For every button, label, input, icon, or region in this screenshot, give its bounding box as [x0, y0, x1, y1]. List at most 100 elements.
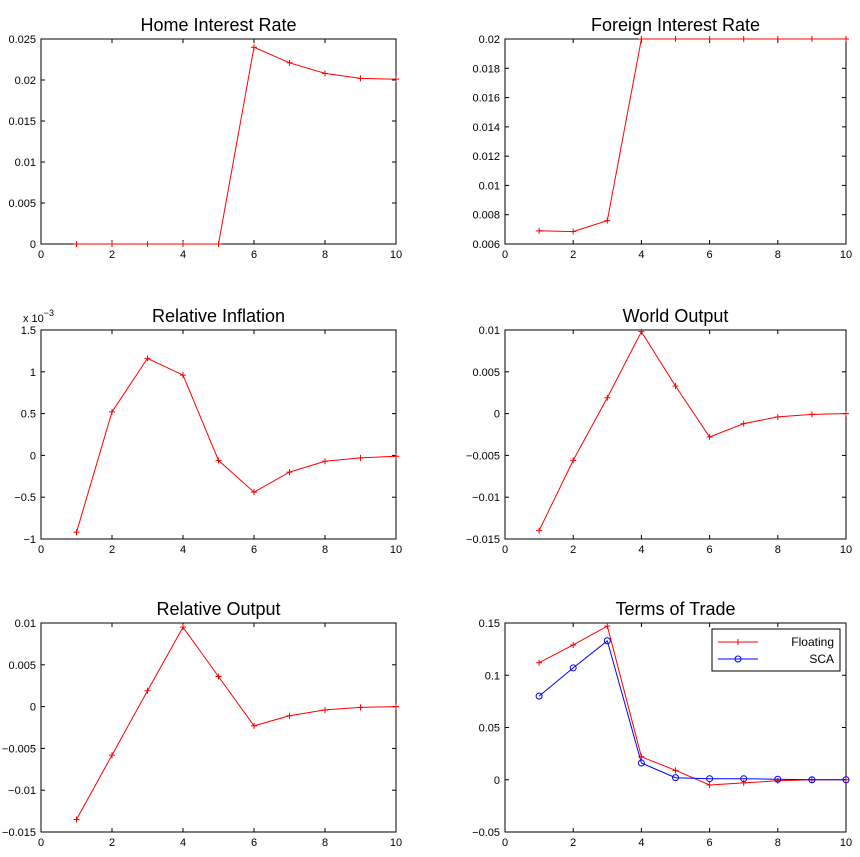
y-tick-label: 0.005 [472, 367, 500, 379]
data-point [73, 816, 80, 823]
x-tick-label: 2 [570, 837, 576, 849]
y-tick-label: −0.015 [466, 534, 500, 546]
data-point [774, 413, 781, 420]
chart-world-output: World Output 0 2 4 6 8 10 −0.015 −0.01 −0.005 0 0.0… [466, 306, 852, 556]
y-tick-label: 0.5 [21, 409, 36, 421]
y-tick-label: 0.1 [485, 670, 500, 682]
data-point [569, 664, 577, 672]
data-point [144, 355, 151, 362]
data-point [740, 36, 747, 42]
axes-frame [504, 38, 847, 245]
axes-frame [40, 622, 397, 833]
y-tick-label: −1 [23, 534, 36, 546]
data-point [774, 775, 782, 783]
y-tick-label: 0.05 [479, 723, 500, 735]
data-point [808, 36, 815, 42]
data-point [740, 420, 747, 427]
data-point [843, 410, 849, 417]
y-tick-label: 0.005 [8, 660, 36, 672]
chart-relative-output: Relative Output 0 2 4 6 8 10 −0.015 −0.01 −0.005 0… [2, 599, 402, 849]
data-point [357, 75, 364, 82]
y-tick-label: 0.015 [8, 116, 36, 128]
legend-marker [735, 639, 741, 645]
x-tick-label: 10 [390, 544, 402, 556]
y-tick-label: −0.01 [472, 492, 500, 504]
data-point [73, 529, 80, 536]
legend-label: SCA [809, 652, 834, 666]
x-tick-label: 6 [251, 249, 257, 261]
chart-title: World Output [623, 306, 729, 326]
y-tick-label: 0.008 [472, 210, 500, 222]
x-tick-label: 6 [707, 249, 713, 261]
data-point [774, 36, 781, 42]
data-point [536, 527, 543, 534]
data-point [570, 228, 577, 235]
y-tick-label: 0.15 [479, 618, 500, 630]
y-tick-label: −0.005 [2, 743, 36, 755]
chart-relative-inflation: Relative Inflation 0 2 4 6 8 10 −1 −0.5 0 0.5 1 1.5x… [14, 306, 402, 556]
data-point [808, 776, 816, 784]
x-tick-label: 4 [180, 837, 186, 849]
data-point [109, 241, 115, 247]
data-point [251, 722, 257, 729]
x-tick-label: 4 [638, 837, 644, 849]
y-tick-label: −0.01 [8, 785, 36, 797]
data-point [144, 241, 151, 247]
x-tick-label: 10 [390, 837, 402, 849]
axis-exponent-label: x 10−3 [23, 308, 54, 325]
data-point [740, 775, 748, 783]
data-point [109, 408, 115, 415]
legend-label: Floating [791, 635, 834, 649]
axes-frame [504, 329, 847, 540]
x-tick-label: 2 [570, 544, 576, 556]
data-point [322, 458, 328, 465]
y-tick-label: 1.5 [21, 325, 36, 337]
series-line-0 [76, 46, 397, 245]
y-tick-label: 0.012 [472, 151, 500, 163]
series-line-0 [539, 38, 846, 233]
data-point [322, 706, 328, 713]
x-tick-label: 2 [109, 544, 115, 556]
y-tick-label: 0.01 [15, 157, 36, 169]
data-point [215, 241, 222, 247]
data-point [570, 641, 577, 648]
series-line-0 [538, 330, 847, 531]
y-tick-label: 0.02 [15, 75, 36, 87]
data-point [638, 36, 645, 42]
y-tick-label: 0 [30, 239, 36, 251]
data-point [109, 752, 115, 759]
data-point [180, 241, 186, 247]
data-point [144, 687, 151, 694]
data-point [706, 434, 713, 441]
y-tick-label: 0.014 [472, 122, 500, 134]
data-point [286, 712, 293, 719]
data-point [843, 36, 849, 42]
chart-title: Terms of Trade [615, 599, 735, 619]
data-point [637, 759, 645, 767]
data-point [603, 637, 611, 645]
data-point [638, 328, 645, 335]
data-point [180, 372, 186, 379]
y-tick-label: 0.006 [472, 239, 500, 251]
series-line-0 [76, 626, 397, 820]
chart-title: Home Interest Rate [140, 15, 296, 35]
data-point [604, 623, 611, 630]
data-point [393, 76, 399, 83]
x-tick-label: 10 [390, 249, 402, 261]
data-point [672, 383, 679, 390]
x-tick-label: 4 [180, 249, 186, 261]
data-point [286, 469, 293, 476]
legend: Floating SCA [711, 628, 841, 672]
data-point [393, 703, 399, 710]
data-point [740, 779, 747, 786]
data-point [706, 36, 713, 42]
data-point [604, 217, 611, 224]
data-point [393, 453, 399, 460]
y-tick-label: 0.01 [479, 325, 500, 337]
x-tick-label: 6 [707, 544, 713, 556]
data-point [672, 36, 679, 42]
series-line-sca [538, 639, 846, 781]
y-tick-label: 0.02 [479, 34, 500, 46]
data-point [251, 44, 257, 51]
